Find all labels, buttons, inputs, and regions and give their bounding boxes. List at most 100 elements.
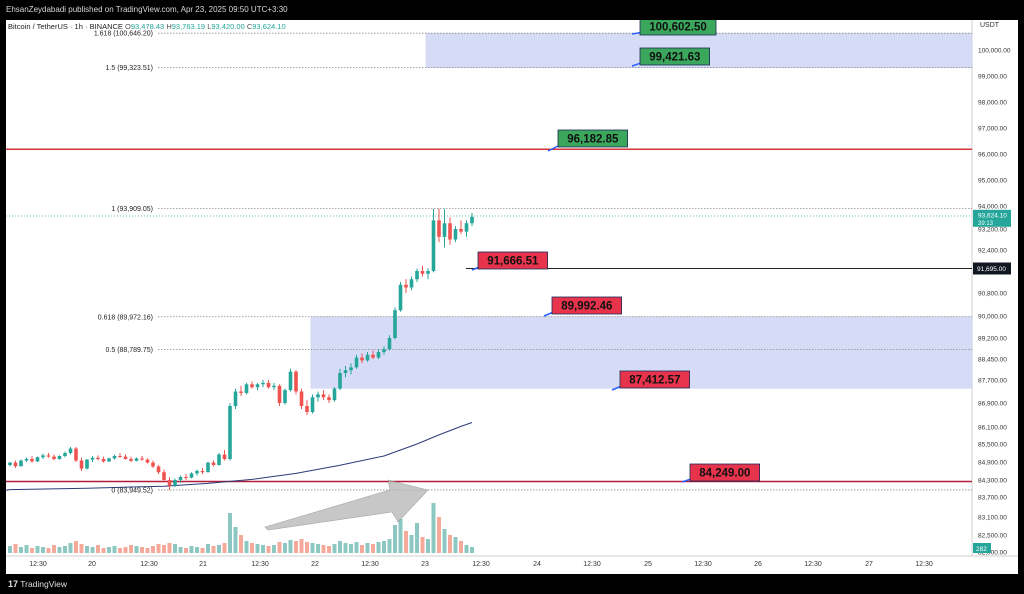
time-tick-label: 25 — [644, 561, 652, 568]
volume-bar — [420, 537, 425, 553]
candle-body — [41, 455, 45, 458]
symbol-legend: Bitcoin / TetherUS · 1h · BINANCE O93,47… — [8, 22, 286, 31]
time-tick-label: 20 — [88, 561, 96, 568]
candle-body — [90, 457, 95, 460]
candle-body — [426, 271, 430, 274]
candle-body — [79, 460, 84, 469]
volume-bar — [13, 544, 18, 553]
volume-bar — [404, 531, 408, 553]
volume-bar — [173, 544, 177, 553]
price-tick-label: 82,000.00 — [978, 550, 1007, 557]
candle-body — [360, 357, 364, 361]
hline-price-label: 91,695.00 — [977, 266, 1006, 273]
volume-bar — [354, 542, 359, 553]
target-flag — [639, 47, 710, 66]
candle-body — [277, 385, 282, 403]
time-tick-label: 12:30 — [140, 561, 158, 568]
candle-countdown-label: 39:13 — [978, 221, 994, 227]
price-tick-label: 86,100.00 — [978, 425, 1007, 432]
time-tick-label: 27 — [865, 561, 873, 568]
price-tick-label: 100,000.00 — [978, 48, 1011, 55]
volume-bar — [63, 546, 67, 553]
candle-body — [189, 473, 194, 478]
volume-bar — [222, 543, 227, 553]
volume-bar — [316, 544, 320, 553]
volume-bar — [41, 547, 45, 553]
volume-bar — [140, 547, 144, 553]
target-price-label: 87,412.57 — [629, 375, 680, 387]
target-price-label: 100,602.50 — [649, 22, 707, 34]
candle-body — [250, 384, 254, 388]
high-label: H — [166, 22, 172, 31]
volume-bar — [228, 513, 232, 553]
low-label: L — [207, 22, 212, 31]
price-tick-label: 82,500.00 — [978, 533, 1007, 540]
volume-bar — [8, 546, 12, 553]
volume-bar — [453, 537, 458, 553]
candle-body — [222, 454, 227, 459]
price-tick-label: 90,800.00 — [978, 291, 1007, 298]
candle-body — [57, 456, 62, 459]
volume-bar — [365, 543, 370, 553]
volume-bar — [239, 535, 243, 553]
volume-bar — [107, 547, 111, 553]
current-price-badge — [973, 209, 1011, 227]
candle-body — [244, 384, 249, 393]
volume-bar — [123, 547, 128, 553]
candle-body — [96, 457, 100, 459]
volume-bar — [338, 541, 342, 553]
volume-bar — [129, 545, 133, 553]
candle-body — [74, 448, 78, 461]
candle-body — [431, 220, 436, 271]
volume-bar — [398, 519, 403, 553]
volume-bar — [156, 544, 161, 553]
candle-body — [63, 453, 67, 456]
time-tick-label: 12:30 — [29, 561, 47, 568]
trend-arrow-icon — [264, 479, 429, 531]
candle-body — [35, 457, 40, 462]
volume-bar — [305, 542, 309, 553]
price-tick-label: 97,000.00 — [978, 126, 1007, 133]
price-tick-label: 90,000.00 — [978, 314, 1007, 321]
candle-body — [387, 338, 392, 350]
volume-bar — [90, 547, 95, 553]
volume-bar — [85, 546, 89, 553]
volume-bar — [442, 529, 447, 553]
fib-level-label: 1.5 (99,323.51) — [106, 65, 153, 72]
candle-body — [321, 394, 326, 398]
price-tick-label: 83,700.00 — [978, 495, 1007, 502]
volume-bar — [195, 547, 199, 553]
price-tick-label: 95,000.00 — [978, 178, 1007, 185]
volume-bar — [118, 548, 122, 553]
time-tick-label: 12:30 — [694, 561, 712, 568]
volume-badge — [973, 543, 991, 553]
candle-body — [118, 456, 122, 457]
fib-level-label: 1.618 (100,646.20) — [94, 31, 153, 38]
moving-average-line — [5, 422, 473, 491]
candle-body — [217, 454, 221, 465]
candle-body — [206, 462, 210, 473]
volume-bar — [459, 541, 463, 553]
volume-bar — [167, 543, 172, 553]
volume-bar — [310, 543, 315, 553]
tradingview-brand[interactable]: TradingView — [20, 579, 68, 589]
target-price-label: 99,421.63 — [649, 52, 700, 64]
candle-body — [178, 477, 183, 480]
candle-body — [272, 385, 276, 388]
publish-info: EhsanZeydabadi published on TradingView.… — [0, 0, 1024, 20]
candle-body — [332, 388, 337, 401]
target-flag — [477, 251, 548, 270]
currency-label: USDT — [980, 22, 1000, 29]
volume-bar — [332, 544, 337, 553]
candle-body — [305, 406, 309, 412]
volume-bar — [35, 546, 40, 553]
low-value: 93,420.00 — [211, 22, 245, 31]
candle-body — [365, 354, 370, 361]
volume-bar — [255, 544, 260, 553]
candle-body — [327, 397, 331, 401]
candle-body — [453, 229, 458, 240]
candle-body — [376, 352, 381, 358]
price-tick-label: 98,000.00 — [978, 100, 1007, 107]
